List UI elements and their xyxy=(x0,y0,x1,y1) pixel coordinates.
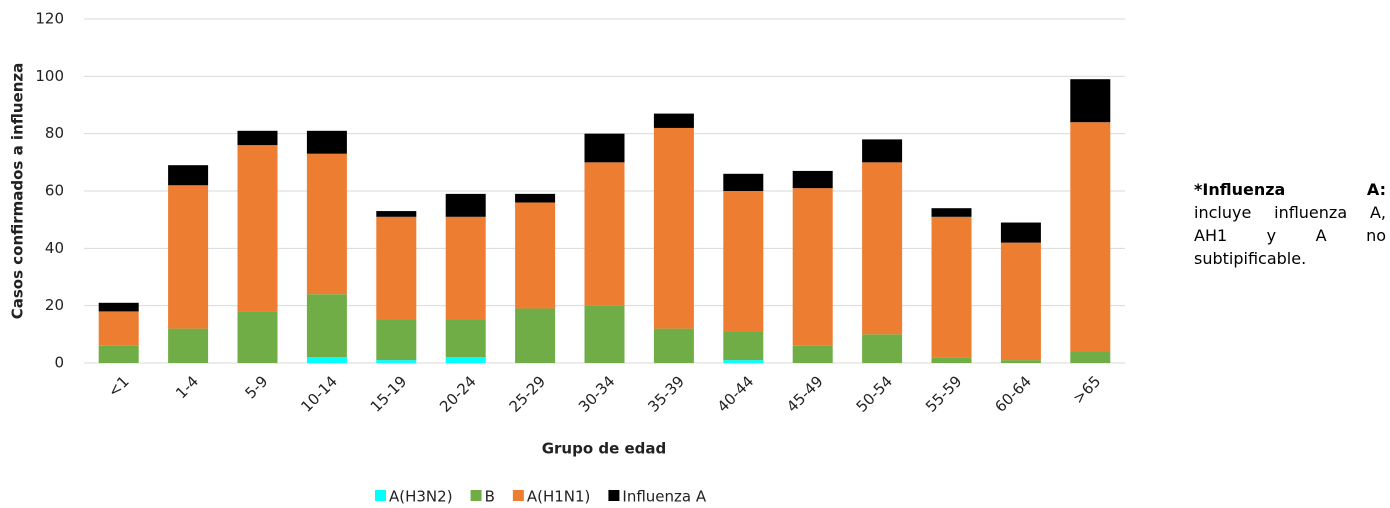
bar-segment xyxy=(445,216,486,320)
bar-segment xyxy=(1070,351,1111,363)
x-tick-label: >65 xyxy=(1069,372,1104,407)
bar-segment xyxy=(862,334,903,363)
note-title: *Influenza A: xyxy=(1194,180,1386,199)
bar-segment xyxy=(306,130,347,154)
bar-segment xyxy=(584,305,625,363)
x-tick-label: 55-59 xyxy=(922,372,966,416)
y-tick-label: 80 xyxy=(45,124,64,142)
note-text: incluye influenza A, AH1 y A no subtipif… xyxy=(1194,203,1386,268)
bar-segment xyxy=(723,191,764,332)
y-axis-title: Casos confirmados a influenza xyxy=(9,63,27,320)
bar-segment xyxy=(515,193,556,203)
bar-segment xyxy=(445,357,486,363)
legend-swatch xyxy=(470,490,482,501)
bar-segment xyxy=(168,185,209,329)
legend-swatch xyxy=(608,490,620,501)
x-tick-label: 40-44 xyxy=(714,372,758,416)
y-tick-label: 100 xyxy=(35,67,64,85)
x-tick-label: 45-49 xyxy=(783,372,827,416)
bar-segment xyxy=(723,173,764,191)
bar-segment xyxy=(376,320,417,361)
y-tick-label: 60 xyxy=(45,182,64,200)
bar-segment xyxy=(1070,122,1111,352)
x-tick-label: 50-54 xyxy=(853,372,897,416)
bar-segment xyxy=(515,202,556,309)
bar-segment xyxy=(1070,79,1111,123)
y-tick-label: 20 xyxy=(45,296,64,314)
legend-swatch xyxy=(375,490,386,501)
bar-segment xyxy=(376,211,417,217)
bar-segment xyxy=(931,357,972,363)
bar-segment xyxy=(98,345,139,363)
x-tick-label: 10-14 xyxy=(297,372,341,416)
bar-segment xyxy=(306,357,347,363)
bar-segment xyxy=(237,130,278,146)
bar-segment xyxy=(653,127,694,329)
bar-segment xyxy=(584,162,625,306)
bar-segment xyxy=(862,139,903,163)
bar-segment xyxy=(931,208,972,217)
bar-segment xyxy=(1000,242,1041,361)
bar-segment xyxy=(792,345,833,363)
y-tick-label: 40 xyxy=(45,239,64,257)
annotation: *Influenza A: incluye influenza A, AH1 y… xyxy=(1194,178,1386,270)
x-tick-label: 25-29 xyxy=(506,372,550,416)
bar-segment xyxy=(584,133,625,163)
bar-segment xyxy=(792,170,833,189)
bar-segment xyxy=(168,165,209,186)
x-tick-label: 20-24 xyxy=(436,372,480,416)
x-tick-label: 35-39 xyxy=(644,372,688,416)
x-tick-label: 5-9 xyxy=(241,372,271,402)
bar-segment xyxy=(98,311,139,346)
bar-segment xyxy=(723,360,764,363)
legend-label: A(H3N2) xyxy=(389,488,453,506)
bar-segment xyxy=(445,320,486,358)
y-tick-label: 0 xyxy=(54,354,64,372)
x-axis-title: Grupo de edad xyxy=(542,440,667,458)
bar-segment xyxy=(98,302,139,312)
bar-segment xyxy=(376,360,417,363)
bar-segment xyxy=(653,113,694,128)
bar-segment xyxy=(723,331,764,361)
bar-segment xyxy=(445,193,486,217)
x-tick-label: 60-64 xyxy=(991,372,1035,416)
bar-segment xyxy=(931,216,972,358)
bar-segment xyxy=(237,145,278,312)
legend-label: A(H1N1) xyxy=(527,488,591,506)
bar-segment xyxy=(1000,222,1041,243)
bar-segment xyxy=(168,328,209,363)
bar-segment xyxy=(862,162,903,335)
legend-swatch xyxy=(512,490,524,501)
bar-segment xyxy=(306,294,347,358)
legend-label: Influenza A xyxy=(622,488,706,506)
y-tick-label: 120 xyxy=(35,10,64,28)
bar-segment xyxy=(306,153,347,295)
bar-segment xyxy=(792,188,833,346)
x-tick-label: <1 xyxy=(104,372,132,400)
bar-segment xyxy=(1000,360,1041,363)
x-tick-label: 15-19 xyxy=(367,372,411,416)
bar-segment xyxy=(237,311,278,363)
chart: Casos confirmados a influenza Grupo de e… xyxy=(9,10,1125,506)
bar-segment xyxy=(376,216,417,320)
bar-segment xyxy=(515,308,556,363)
bar-segment xyxy=(653,328,694,363)
x-tick-label: 30-34 xyxy=(575,372,619,416)
x-tick-label: 1-4 xyxy=(172,372,202,402)
legend-label: B xyxy=(485,488,495,506)
